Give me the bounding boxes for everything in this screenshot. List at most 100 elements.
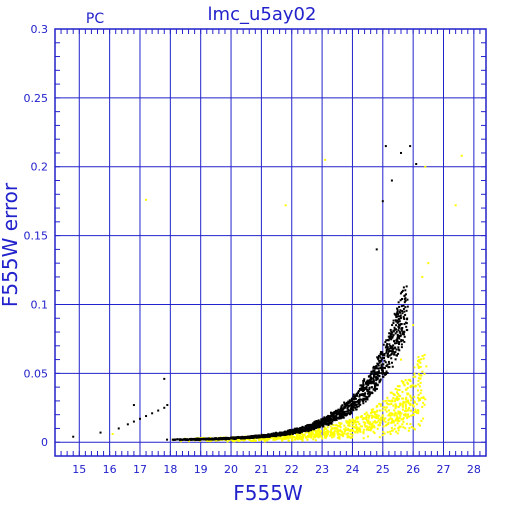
scatter-point-black [322, 425, 325, 428]
scatter-point-yellow [332, 431, 335, 434]
scatter-point-black [366, 396, 369, 399]
scatter-point-black [308, 423, 311, 426]
scatter-point-yellow [373, 416, 376, 419]
scatter-point-black [386, 363, 389, 366]
scatter-point-yellow [345, 433, 348, 436]
scatter-point-yellow [348, 435, 351, 438]
scatter-point-yellow [252, 439, 255, 442]
scatter-point-black [379, 379, 382, 382]
scatter-point-black [368, 386, 371, 389]
scatter-point-black [236, 436, 239, 439]
scatter-point-yellow [300, 435, 303, 438]
scatter-point-black [390, 353, 393, 356]
scatter-point-black [368, 375, 371, 378]
scatter-point-black [276, 432, 279, 435]
scatter-point-black [383, 357, 386, 360]
scatter-point-black [333, 418, 336, 421]
scatter-point-yellow [405, 396, 408, 399]
scatter-point-black [176, 438, 179, 441]
scatter-point-yellow [346, 421, 349, 424]
scatter-point-black [345, 410, 348, 413]
scatter-point-black [393, 326, 396, 329]
scatter-point-black [258, 436, 261, 439]
scatter-point-yellow [347, 429, 350, 432]
scatter-point-yellow [375, 417, 378, 420]
scatter-point-yellow [401, 390, 404, 393]
scatter-point-yellow [385, 402, 388, 405]
scatter-point-yellow [409, 394, 412, 397]
scatter-point-black [386, 339, 389, 342]
scatter-point-black [374, 373, 377, 376]
scatter-point-yellow [399, 402, 402, 405]
scatter-point-black [383, 372, 386, 375]
scatter-point-yellow [354, 421, 357, 424]
scatter-point-yellow [417, 409, 420, 412]
scatter-point-black [343, 406, 346, 409]
scatter-point-yellow [399, 404, 402, 407]
scatter-point-yellow [391, 421, 394, 424]
scatter-point-yellow [397, 417, 400, 420]
scatter-point-yellow [306, 438, 309, 441]
scatter-point-black [391, 324, 394, 327]
scatter-point-yellow [375, 413, 378, 416]
scatter-point-yellow [333, 427, 336, 430]
scatter-point-yellow [308, 432, 311, 435]
scatter-point-yellow [286, 436, 289, 439]
scatter-point-yellow [406, 399, 409, 402]
scatter-point-black [372, 378, 375, 381]
scatter-point-black [396, 336, 399, 339]
scatter-point-yellow [404, 403, 407, 406]
scatter-point-yellow [417, 365, 420, 368]
scatter-point-yellow [397, 429, 400, 432]
scatter-point-black [348, 409, 351, 412]
scatter-point-black [372, 388, 375, 391]
scatter-point-black [263, 436, 266, 439]
scatter-point-black [182, 438, 185, 441]
scatter-point-black [266, 433, 269, 436]
scatter-point-yellow [411, 414, 414, 417]
scatter-point-black [390, 350, 393, 353]
scatter-point-black [307, 424, 310, 427]
scatter-point-black [368, 379, 371, 382]
scatter-point-black [343, 410, 346, 413]
scatter-point-black [313, 428, 316, 431]
scatter-point-black [356, 405, 359, 408]
scatter-point-yellow [351, 433, 354, 436]
scatter-point-yellow [368, 425, 371, 428]
scatter-point-yellow [389, 391, 392, 394]
scatter-point-yellow [336, 428, 339, 431]
scatter-point-yellow [415, 411, 418, 414]
scatter-point-yellow [336, 430, 339, 433]
scatter-point-black [396, 311, 399, 314]
scatter-point-yellow [214, 439, 217, 442]
scatter-point-black [285, 433, 288, 436]
scatter-point-yellow [387, 414, 390, 417]
scatter-point-yellow [392, 421, 395, 424]
scatter-point-yellow [362, 421, 365, 424]
x-tick-label: 28 [467, 463, 481, 476]
scatter-point-yellow [398, 426, 401, 429]
scatter-point-black [336, 411, 339, 414]
scatter-point-yellow [305, 431, 308, 434]
scatter-point-yellow [417, 412, 420, 415]
scatter-point-yellow [412, 427, 415, 430]
y-tick-label: 0.3 [31, 23, 49, 36]
scatter-point-black [263, 434, 266, 437]
scatter-point-yellow [402, 416, 405, 419]
scatter-point-black [389, 335, 392, 338]
scatter-point-black [379, 367, 382, 370]
scatter-point-black [402, 317, 405, 320]
scatter-point-yellow [421, 370, 424, 373]
scatter-point-yellow [347, 423, 350, 426]
scatter-point-yellow [366, 435, 369, 438]
scatter-point-yellow [355, 429, 358, 432]
scatter-point-yellow [413, 366, 416, 369]
scatter-point-black [268, 434, 271, 437]
scatter-point-yellow [329, 430, 332, 433]
scatter-point-black [349, 404, 352, 407]
scatter-point-yellow [263, 440, 266, 443]
scatter-point-black [341, 415, 344, 418]
scatter-point-black [363, 394, 366, 397]
scatter-point-black [390, 179, 393, 182]
scatter-point-black [358, 398, 361, 401]
